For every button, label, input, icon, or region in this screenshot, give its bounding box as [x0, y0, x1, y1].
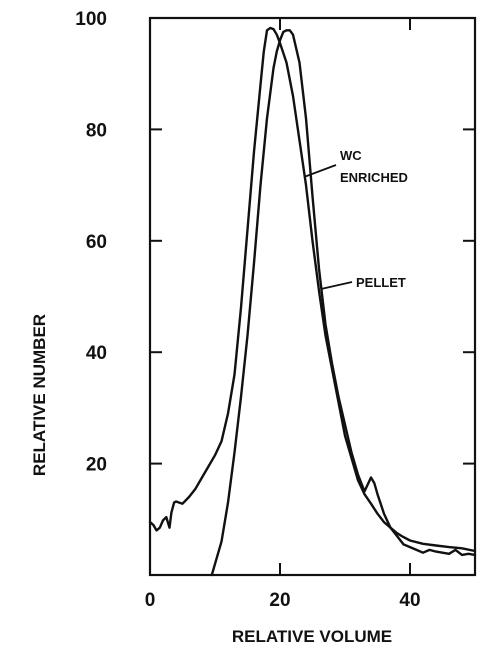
y-tick-label: 20	[86, 455, 107, 476]
x-tick-label: 0	[145, 590, 156, 611]
wc-enriched-label-line2: ENRICHED	[340, 170, 408, 185]
wc-enriched-leader	[303, 164, 337, 178]
tick-labels: 20 40 60 80 100 0 20 40	[75, 9, 420, 611]
pellet-leader	[320, 281, 353, 290]
y-tick-label: 60	[86, 232, 107, 253]
x-tick-label: 20	[269, 590, 290, 611]
wc-enriched-label-line1: WC	[340, 148, 362, 163]
pellet-label: PELLET	[356, 275, 406, 290]
series-curves	[148, 26, 477, 577]
y-tick-label: 80	[86, 120, 107, 141]
x-tick-label: 40	[399, 590, 420, 611]
y-tick-label: 100	[75, 9, 107, 30]
y-axis-title: RELATIVE NUMBER	[30, 314, 49, 476]
series-wc-enriched-line	[148, 26, 477, 553]
x-axis-title: RELATIVE VOLUME	[232, 627, 392, 646]
curve-annotations: WC ENRICHED PELLET	[303, 148, 408, 290]
y-tick-label: 40	[86, 343, 107, 364]
axis-ticks	[149, 17, 475, 575]
series-pellet-line	[210, 29, 477, 577]
plot-frame	[148, 16, 477, 577]
